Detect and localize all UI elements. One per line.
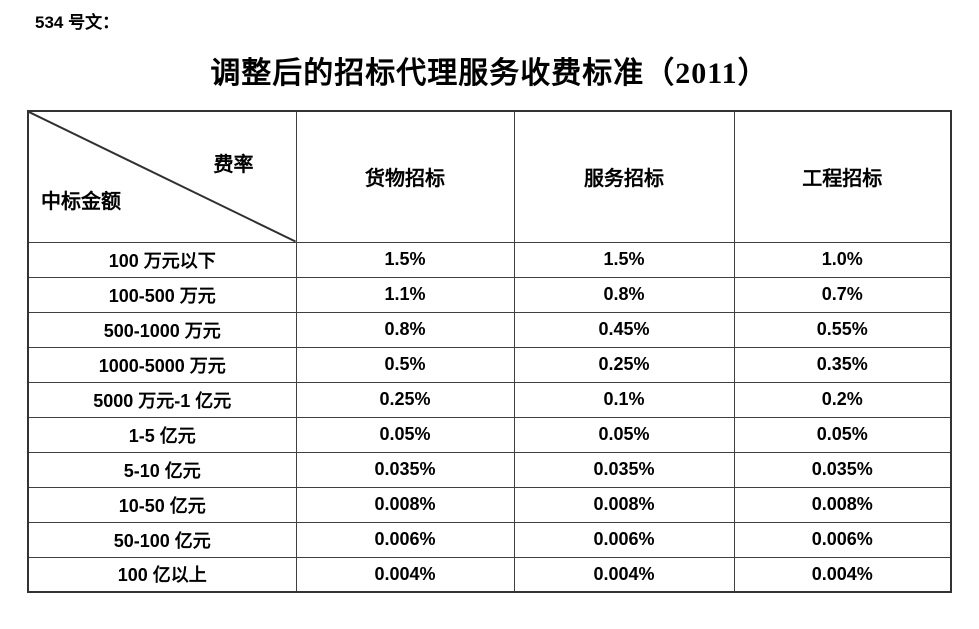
row-label: 1000-5000 万元 xyxy=(27,346,297,383)
rate-cell: 0.8% xyxy=(513,276,735,313)
rate-cell: 0.035% xyxy=(295,451,515,488)
rate-cell: 0.006% xyxy=(733,521,952,558)
corner-header-cell: 费率 中标金额 xyxy=(27,110,297,243)
corner-label-amount: 中标金额 xyxy=(41,190,121,213)
rate-cell: 1.0% xyxy=(733,241,952,278)
rate-cell: 0.004% xyxy=(295,556,515,593)
row-label: 100 亿以上 xyxy=(27,556,297,593)
row-label: 5000 万元-1 亿元 xyxy=(27,381,297,418)
rate-cell: 0.035% xyxy=(733,451,952,488)
fee-rate-table: 费率 中标金额 货物招标 服务招标 工程招标 100 万元以下 1.5% 1.5… xyxy=(27,110,952,593)
row-label: 10-50 亿元 xyxy=(27,486,297,523)
rate-cell: 1.5% xyxy=(295,241,515,278)
rate-cell: 0.25% xyxy=(295,381,515,418)
rate-cell: 0.55% xyxy=(733,311,952,348)
table-row: 10-50 亿元 0.008% 0.008% 0.008% xyxy=(27,486,952,523)
rate-cell: 0.008% xyxy=(733,486,952,523)
rate-cell: 0.35% xyxy=(733,346,952,383)
rate-cell: 0.035% xyxy=(513,451,735,488)
table-row: 500-1000 万元 0.8% 0.45% 0.55% xyxy=(27,311,952,348)
rate-cell: 0.2% xyxy=(733,381,952,418)
rate-cell: 1.5% xyxy=(513,241,735,278)
rate-cell: 0.05% xyxy=(295,416,515,453)
table-row: 100 万元以下 1.5% 1.5% 1.0% xyxy=(27,241,952,278)
column-header-goods: 货物招标 xyxy=(295,110,515,243)
row-label: 100-500 万元 xyxy=(27,276,297,313)
column-header-services: 服务招标 xyxy=(513,110,735,243)
table-row: 100 亿以上 0.004% 0.004% 0.004% xyxy=(27,556,952,593)
corner-label-rate: 费率 xyxy=(213,154,254,176)
rate-cell: 0.8% xyxy=(295,311,515,348)
rate-cell: 1.1% xyxy=(295,276,515,313)
table-row: 1-5 亿元 0.05% 0.05% 0.05% xyxy=(27,416,952,453)
row-label: 100 万元以下 xyxy=(27,241,297,278)
diagonal-divider-line xyxy=(29,112,296,242)
rate-cell: 0.05% xyxy=(733,416,952,453)
rate-cell: 0.008% xyxy=(513,486,735,523)
table-header-row: 费率 中标金额 货物招标 服务招标 工程招标 xyxy=(27,110,952,243)
rate-cell: 0.7% xyxy=(733,276,952,313)
rate-cell: 0.1% xyxy=(513,381,735,418)
rate-cell: 0.004% xyxy=(513,556,735,593)
doc-number-label: 534 号文： xyxy=(35,13,120,32)
table-row: 50-100 亿元 0.006% 0.006% 0.006% xyxy=(27,521,952,558)
column-header-engineering: 工程招标 xyxy=(733,110,952,243)
page-title: 调整后的招标代理服务收费标准（2011） xyxy=(210,57,769,90)
rate-cell: 0.006% xyxy=(513,521,735,558)
table-row: 1000-5000 万元 0.5% 0.25% 0.35% xyxy=(27,346,952,383)
rate-cell: 0.5% xyxy=(295,346,515,383)
row-label: 5-10 亿元 xyxy=(27,451,297,488)
rate-cell: 0.45% xyxy=(513,311,735,348)
row-label: 50-100 亿元 xyxy=(27,521,297,558)
table-row: 5000 万元-1 亿元 0.25% 0.1% 0.2% xyxy=(27,381,952,418)
table-row: 100-500 万元 1.1% 0.8% 0.7% xyxy=(27,276,952,313)
rate-cell: 0.006% xyxy=(295,521,515,558)
rate-cell: 0.008% xyxy=(295,486,515,523)
row-label: 1-5 亿元 xyxy=(27,416,297,453)
rate-cell: 0.05% xyxy=(513,416,735,453)
rate-cell: 0.004% xyxy=(733,556,952,593)
row-label: 500-1000 万元 xyxy=(27,311,297,348)
table-row: 5-10 亿元 0.035% 0.035% 0.035% xyxy=(27,451,952,488)
rate-cell: 0.25% xyxy=(513,346,735,383)
